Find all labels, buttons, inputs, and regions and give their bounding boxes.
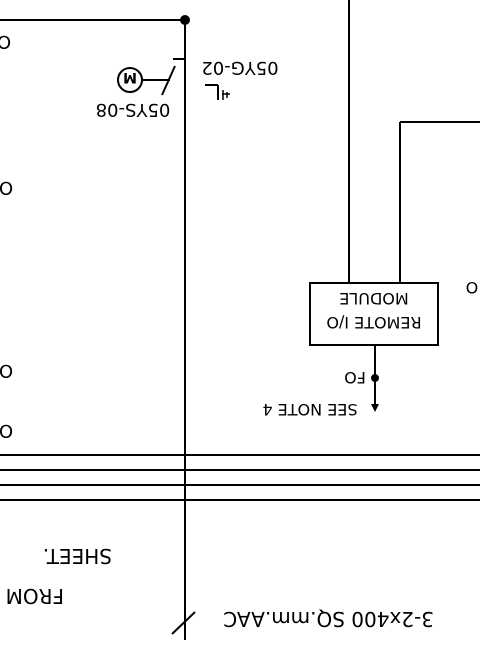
switch-top-label: 05YG-02 <box>201 57 278 78</box>
motor-symbol-label: M <box>123 69 137 85</box>
fo-arrow <box>371 404 379 412</box>
junction-node <box>180 15 190 25</box>
switch-bottom-label: 05YS-08 <box>96 99 171 120</box>
cable-label: 3-2x400 SQ.mm.AAC <box>223 607 434 631</box>
fo-label: FO <box>344 368 366 387</box>
from-label: FROM <box>6 584 64 608</box>
sheet-label: SHEET. <box>43 544 112 568</box>
edge-label: O <box>0 360 13 381</box>
remote-io-label: REMOTE I/O <box>326 313 421 332</box>
edge-label: O <box>0 420 13 441</box>
labels-group: 05YG-02 05YS-08 M REMOTE I/O MODULE FO S… <box>0 31 478 631</box>
fo-node <box>371 374 379 382</box>
module-label: MODULE <box>339 289 408 308</box>
see-note-label: SEE NOTE 4 <box>262 400 357 419</box>
motor-circle <box>117 67 143 93</box>
edge-label: O <box>0 177 13 198</box>
cable-slash <box>171 611 196 635</box>
edge-label: O <box>0 31 11 52</box>
fo-right-label: O <box>466 278 479 297</box>
